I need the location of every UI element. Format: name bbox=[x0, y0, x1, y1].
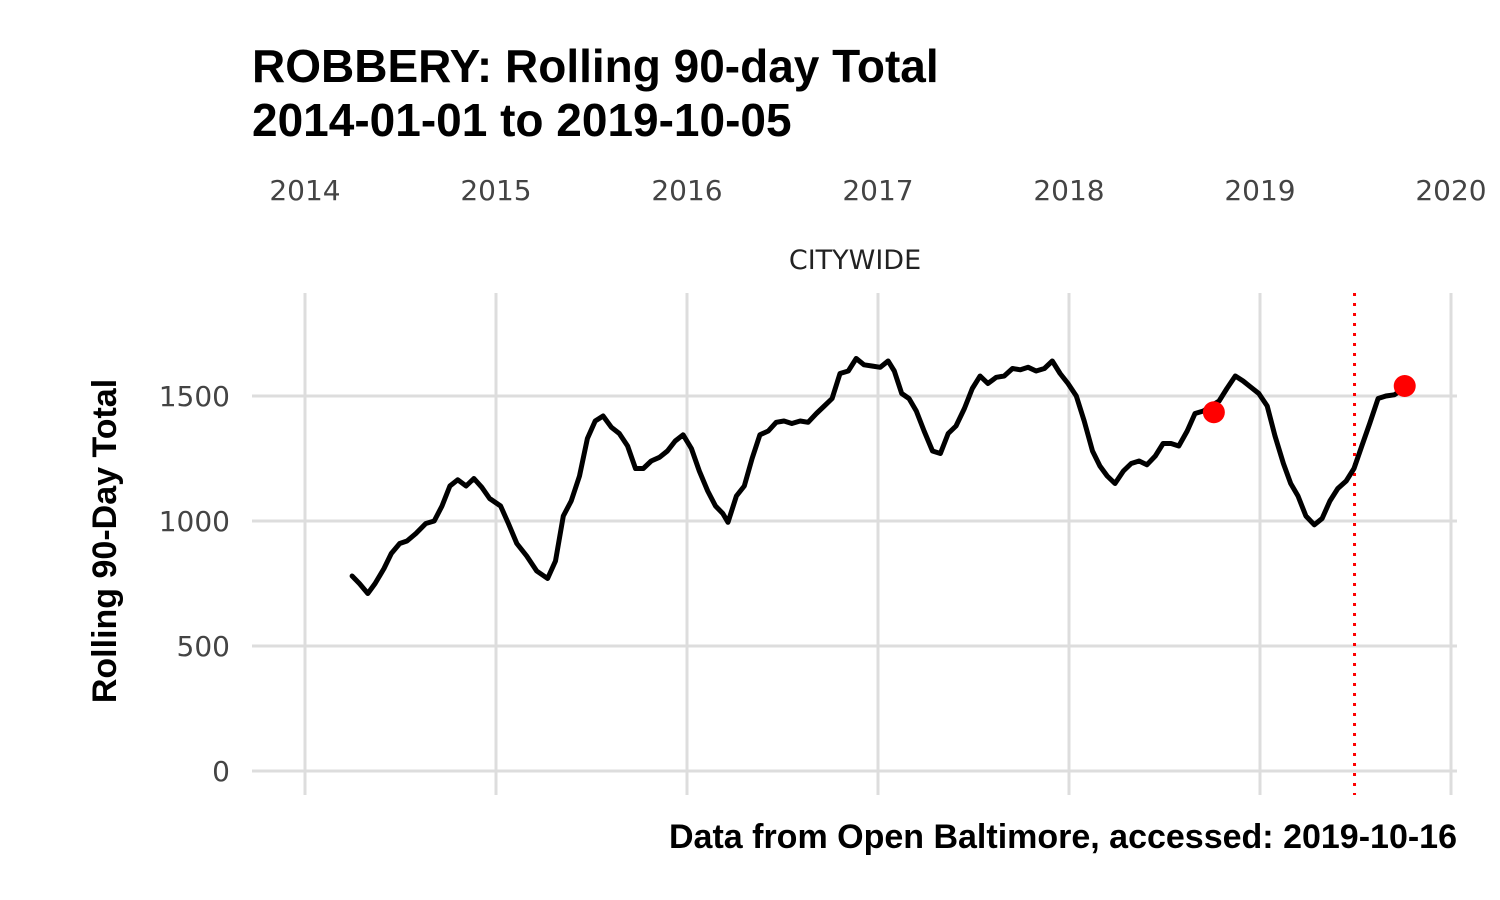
chart-caption: Data from Open Baltimore, accessed: 2019… bbox=[669, 818, 1457, 856]
y-axis: 0 500 1000 1500 bbox=[159, 380, 230, 788]
x-tick-label: 2017 bbox=[842, 174, 913, 207]
x-tick-label: 2016 bbox=[651, 174, 722, 207]
y-tick-label: 500 bbox=[177, 630, 230, 663]
y-axis-label: Rolling 90-Day Total bbox=[86, 379, 124, 703]
x-tick-label: 2015 bbox=[460, 174, 531, 207]
y-tick-label: 0 bbox=[212, 755, 230, 788]
y-tick-label: 1000 bbox=[159, 505, 230, 538]
chart-title-line1: ROBBERY: Rolling 90-day Total bbox=[252, 40, 939, 92]
series-line bbox=[349, 356, 1408, 596]
x-tick-label: 2018 bbox=[1033, 174, 1104, 207]
x-tick-label: 2014 bbox=[269, 174, 340, 207]
series-layer bbox=[349, 293, 1416, 795]
x-tick-label: 2019 bbox=[1224, 174, 1295, 207]
y-tick-label: 1500 bbox=[159, 380, 230, 413]
highlight-point bbox=[1393, 375, 1416, 397]
x-tick-label: 2020 bbox=[1415, 174, 1486, 207]
chart-title-line2: 2014-01-01 to 2019-10-05 bbox=[252, 94, 792, 146]
panel-strip-label: CITYWIDE bbox=[789, 245, 921, 276]
highlight-point bbox=[1202, 401, 1225, 424]
top-x-axis: 2014 2015 2016 2017 2018 2019 2020 bbox=[269, 174, 1486, 207]
grid-lines bbox=[252, 293, 1457, 795]
